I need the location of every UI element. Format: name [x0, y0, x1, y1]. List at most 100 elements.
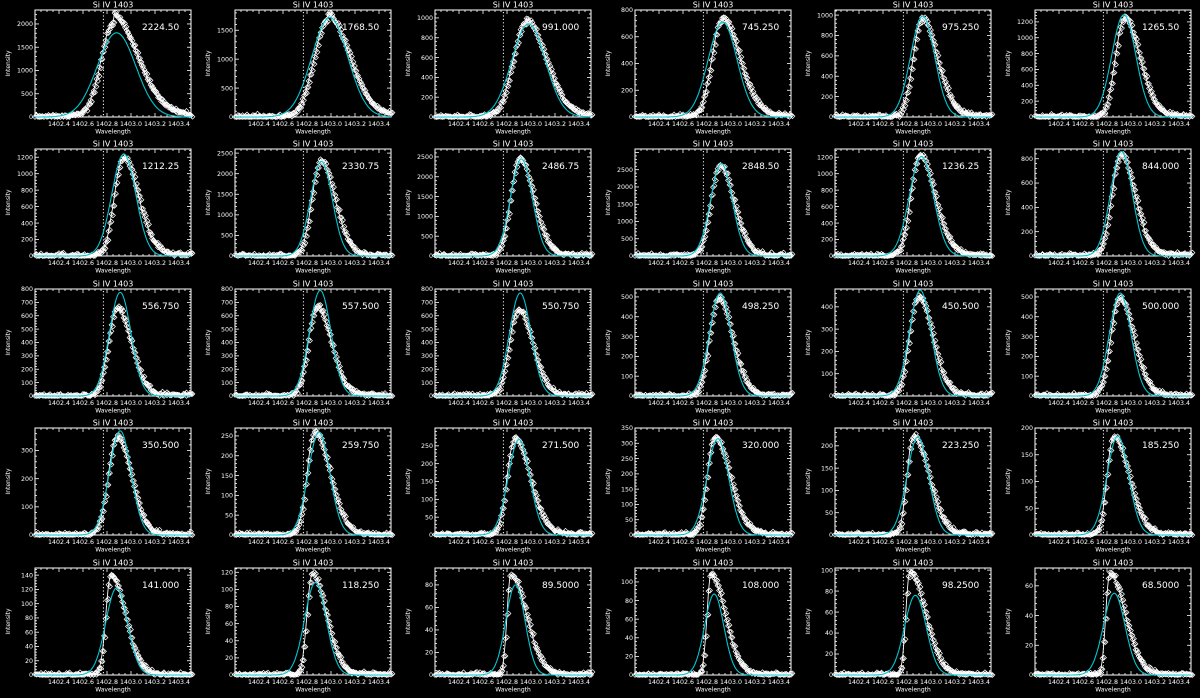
y-tick-label: 200	[821, 443, 833, 450]
y-axis-label: Intensity	[405, 189, 412, 216]
y-tick-label: 0	[829, 672, 833, 679]
y-tick-label: 200	[621, 87, 633, 94]
x-tick-label: 1402.4	[448, 121, 470, 128]
y-tick-label: 0	[829, 532, 833, 539]
y-axis-label: Intensity	[405, 50, 412, 77]
panel-title: Si IV 1403	[93, 1, 134, 10]
x-tick-label: 1402.6	[72, 121, 94, 128]
x-tick-label: 1403.0	[1120, 400, 1142, 407]
x-tick-label: 1403.0	[120, 121, 142, 128]
x-tick-label: 1403.2	[944, 260, 966, 267]
x-tick-label: 1403.4	[968, 260, 990, 267]
x-tick-label: 1402.6	[872, 121, 894, 128]
panel-title: Si IV 1403	[893, 1, 934, 10]
y-tick-label: 60	[625, 616, 633, 623]
y-tick-label: 0	[229, 253, 233, 260]
y-tick-label: 600	[821, 53, 833, 60]
x-tick-label: 1402.4	[48, 260, 70, 267]
y-tick-label: 500	[621, 236, 633, 243]
y-tick-label: 500	[221, 85, 233, 92]
panel-title: Si IV 1403	[893, 419, 934, 428]
y-tick-label: 0	[629, 253, 633, 260]
y-tick-label: 200	[821, 349, 833, 356]
x-tick-label: 1403.0	[120, 260, 142, 267]
y-tick-label: 400	[421, 75, 433, 82]
y-tick-label: 40	[625, 635, 633, 642]
x-tick-label: 1403.2	[144, 121, 166, 128]
x-tick-label: 1403.4	[368, 679, 390, 686]
peak-intensity-label: 975.250	[942, 23, 979, 33]
x-tick-label: 1403.2	[944, 539, 966, 546]
y-tick-label: 400	[821, 73, 833, 80]
y-tick-label: 300	[621, 440, 633, 447]
x-tick-label: 1403.4	[568, 679, 590, 686]
y-axis-label: Intensity	[205, 50, 212, 77]
y-tick-label: 500	[221, 326, 233, 333]
x-tick-label: 1402.8	[496, 400, 518, 407]
x-axis-label: Wavelength	[1095, 687, 1131, 694]
x-tick-label: 1402.6	[72, 400, 94, 407]
x-tick-label: 1402.8	[296, 539, 318, 546]
x-axis-label: Wavelength	[695, 268, 731, 275]
y-tick-label: 700	[421, 300, 433, 307]
y-tick-label: 100	[1021, 373, 1033, 380]
y-tick-label: 0	[29, 393, 33, 400]
x-tick-label: 1403.2	[544, 539, 566, 546]
x-tick-label: 1402.8	[696, 400, 718, 407]
x-tick-label: 1402.6	[472, 260, 494, 267]
x-tick-label: 1403.4	[368, 121, 390, 128]
observed-profile	[233, 157, 395, 259]
y-tick-label: 300	[21, 448, 33, 455]
x-tick-label: 1403.0	[520, 539, 542, 546]
x-tick-label: 1402.4	[848, 679, 870, 686]
y-tick-label: 120	[221, 569, 233, 576]
x-tick-label: 1402.8	[1096, 539, 1118, 546]
y-tick-label: 100	[621, 579, 633, 586]
y-tick-label: 0	[629, 532, 633, 539]
panel-title: Si IV 1403	[693, 1, 734, 10]
y-tick-label: 800	[421, 35, 433, 42]
y-tick-label: 0	[429, 114, 433, 121]
fit-curve	[435, 439, 591, 535]
y-tick-label: 0	[1029, 532, 1033, 539]
y-tick-label: 200	[421, 461, 433, 468]
x-tick-label: 1403.0	[120, 400, 142, 407]
x-tick-label: 1402.6	[72, 679, 94, 686]
y-tick-label: 200	[221, 453, 233, 460]
panel-title: Si IV 1403	[93, 280, 134, 289]
x-tick-label: 1402.8	[296, 679, 318, 686]
y-tick-label: 0	[429, 672, 433, 679]
y-axis-label: Intensity	[1005, 608, 1012, 635]
x-tick-label: 1402.4	[648, 400, 670, 407]
x-tick-label: 1402.8	[296, 121, 318, 128]
y-tick-label: 80	[825, 588, 833, 595]
x-tick-label: 1402.6	[272, 260, 294, 267]
x-tick-label: 1403.0	[520, 121, 542, 128]
x-tick-label: 1402.4	[448, 260, 470, 267]
y-axis-label: Intensity	[205, 189, 212, 216]
y-tick-label: 400	[821, 220, 833, 227]
y-tick-label: 600	[421, 313, 433, 320]
x-tick-label: 1402.8	[1096, 400, 1118, 407]
x-tick-label: 1403.4	[1168, 679, 1190, 686]
y-tick-label: 500	[1021, 294, 1033, 301]
y-axis-label: Intensity	[5, 329, 12, 356]
panel-title: Si IV 1403	[493, 280, 534, 289]
x-tick-label: 1403.2	[344, 121, 366, 128]
y-tick-label: 200	[1021, 98, 1033, 105]
x-tick-label: 1402.6	[472, 539, 494, 546]
y-axis-label: Intensity	[605, 329, 612, 356]
y-tick-label: 50	[225, 512, 233, 519]
x-tick-label: 1403.0	[320, 400, 342, 407]
x-tick-label: 1403.4	[368, 539, 390, 546]
y-tick-label: 0	[1029, 253, 1033, 260]
x-tick-label: 1403.4	[968, 121, 990, 128]
